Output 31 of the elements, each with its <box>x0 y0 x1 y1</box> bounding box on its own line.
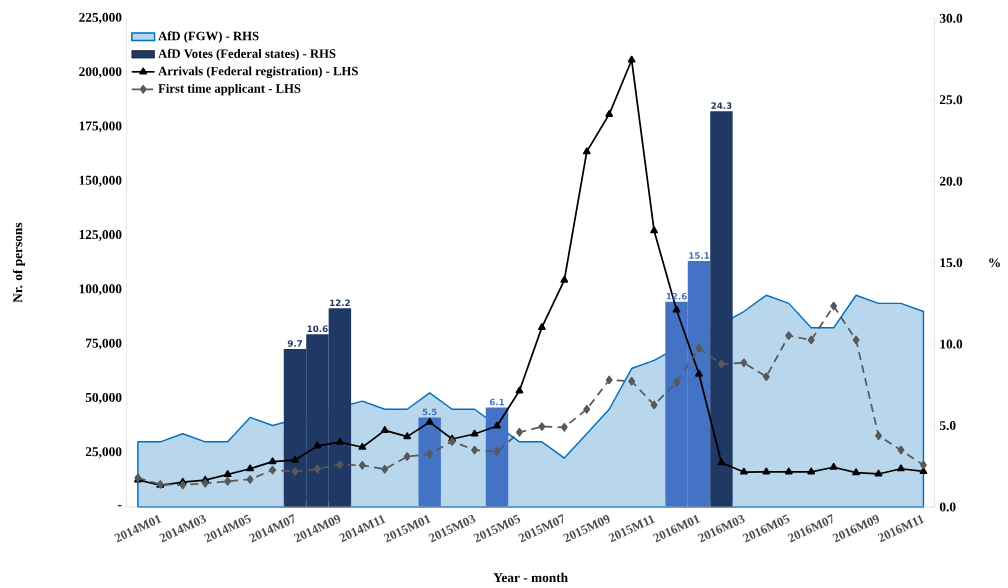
y-tick-label: 175,000 <box>79 121 122 133</box>
y-tick-label: 125,000 <box>79 230 122 241</box>
data-label: 15.1 <box>689 252 710 259</box>
y-tick-label: 225,000 <box>79 12 122 24</box>
y2-tick-label: 5.0 <box>939 421 956 431</box>
y-tick-label: 150,000 <box>79 175 122 187</box>
y-tick-label: - <box>118 505 122 507</box>
data-label: 12.2 <box>330 299 350 306</box>
y2-tick-label: 20.0 <box>939 176 963 186</box>
legend-label: AfD (FGW) - RHS <box>158 31 259 43</box>
data-label: 10.6 <box>307 325 328 333</box>
y-tick-label: 25,000 <box>85 447 122 459</box>
y-tick-label: 100,000 <box>79 284 122 296</box>
y2-axis-title: % <box>989 258 1000 268</box>
y-axis-title: Nr. of persons <box>12 222 26 303</box>
x-axis-title: Year - month <box>493 572 568 583</box>
data-label: 6.1 <box>489 398 505 406</box>
data-label: 9.7 <box>287 340 302 347</box>
legend-label: Arrivals (Federal registration) - LHS <box>158 66 358 79</box>
data-label: 24.3 <box>711 102 732 109</box>
y2-tick-label: 30.0 <box>939 13 963 23</box>
y-tick-label: 75,000 <box>86 338 122 350</box>
legend-label: First time applicant - LHS <box>158 83 301 96</box>
data-label: 5.5 <box>422 408 437 416</box>
y-tick-label: 200,000 <box>79 67 122 79</box>
y2-tick-label: 15.0 <box>940 258 963 268</box>
y2-tick-label: 0.0 <box>939 502 956 512</box>
y-tick-label: 50,000 <box>85 392 122 404</box>
legend-label: AfD Votes (Federal states) - RHS <box>158 48 336 61</box>
y2-tick-label: 25.0 <box>939 95 963 105</box>
y2-tick-label: 10.0 <box>940 339 963 349</box>
